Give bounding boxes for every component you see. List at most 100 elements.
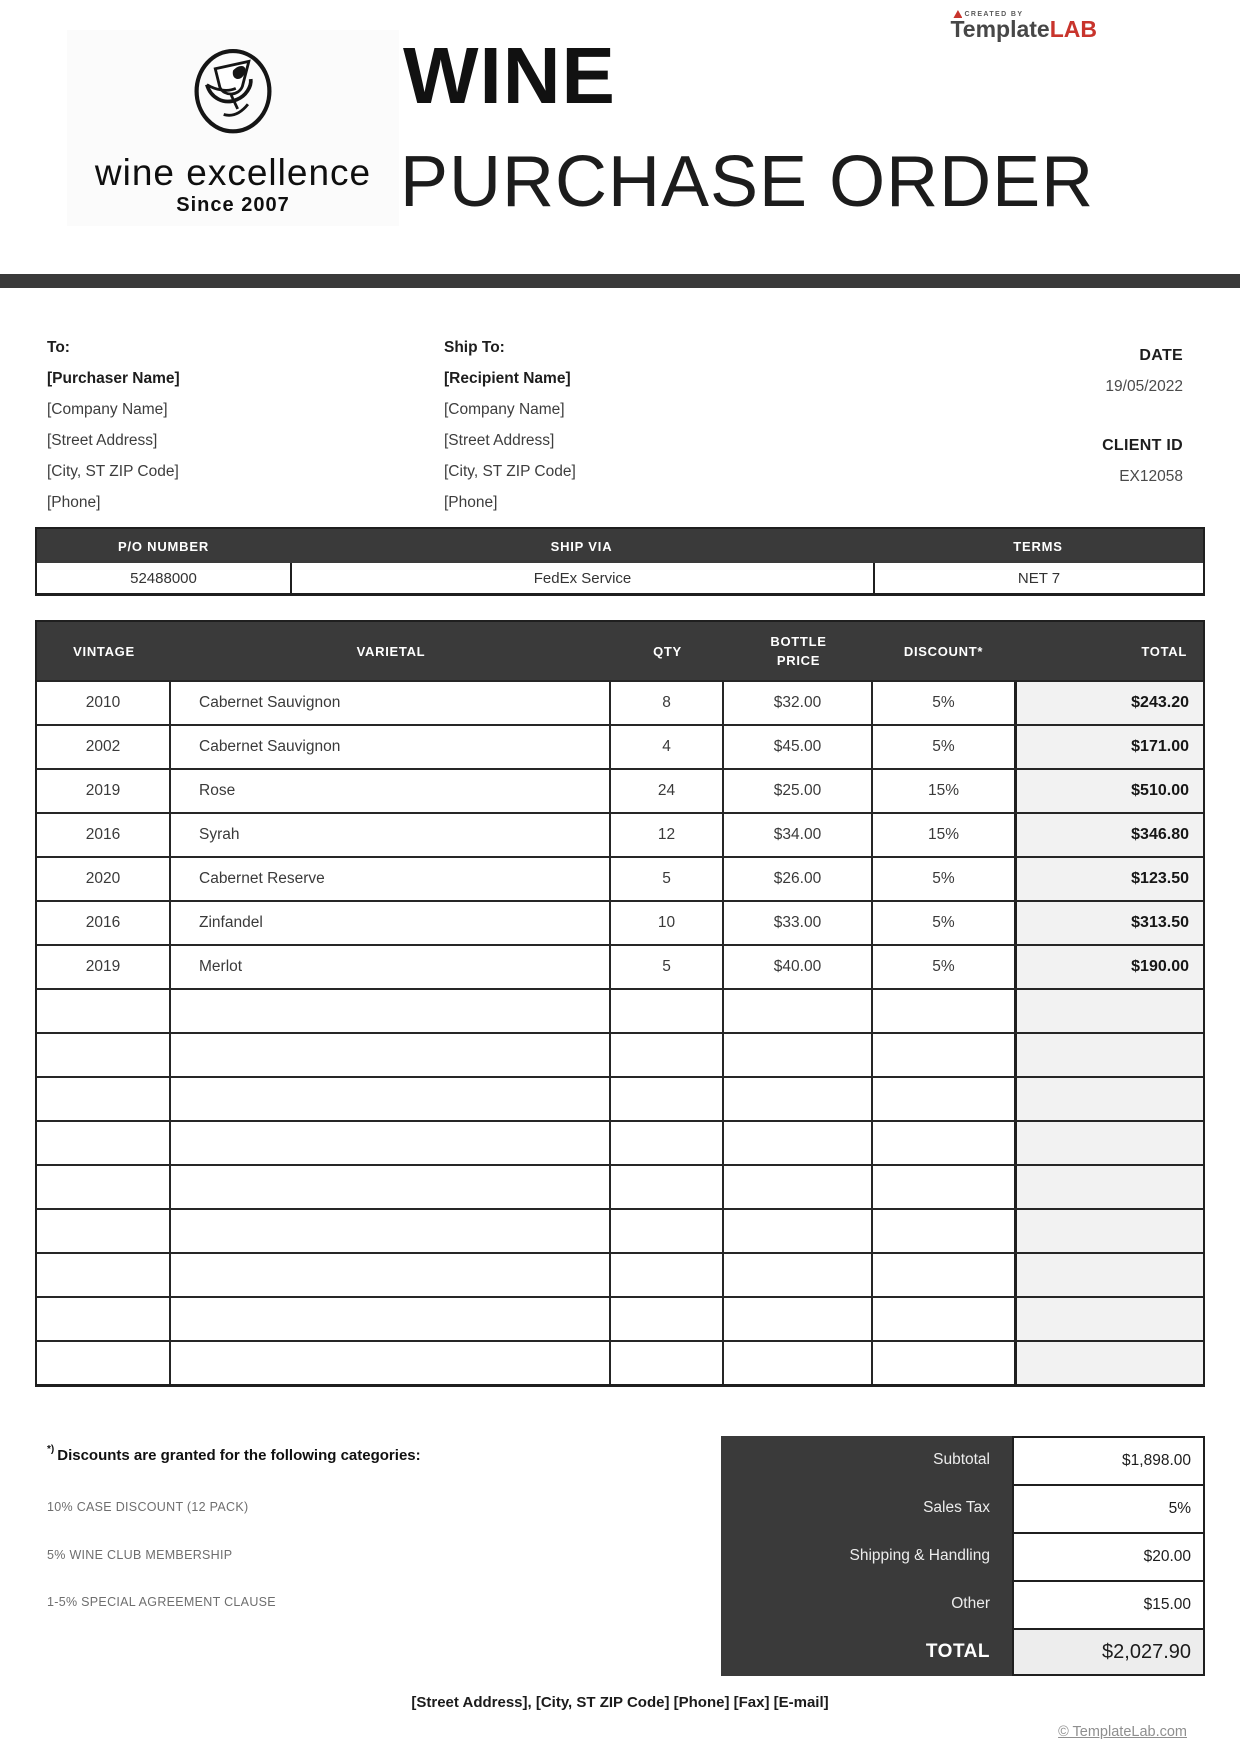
item-cell-total	[1014, 1210, 1203, 1252]
brand-name-accent: LAB	[1049, 16, 1097, 42]
po-info-table: P/O NUMBER SHIP VIA TERMS 52488000 FedEx Se…	[35, 527, 1205, 596]
item-cell-vintage	[37, 1122, 171, 1164]
items-header-total: TOTAL	[1014, 622, 1203, 680]
item-cell-discount: 5%	[932, 914, 955, 931]
item-cell-varietal	[171, 1298, 611, 1340]
purchaser-address-block: To: [Purchaser Name] [Company Name] [Str…	[47, 332, 180, 518]
item-cell-varietal	[171, 1078, 611, 1120]
item-cell-bottle-price: $45.00	[724, 726, 873, 768]
item-cell-discount	[873, 1254, 1014, 1296]
items-header-bottle-price: BOTTLE PRICE	[724, 622, 873, 680]
item-row: 2019 Rose 24 $25.00 15% $510.00	[37, 768, 1203, 812]
item-cell-varietal: Syrah	[171, 814, 611, 856]
purchaser-phone: [Phone]	[47, 494, 101, 511]
item-cell-qty: 5	[611, 858, 724, 900]
footer-address-line: [Street Address], [City, ST ZIP Code] [P…	[411, 1694, 829, 1711]
document-title-line2: PURCHASE ORDER	[400, 142, 1095, 222]
items-header-label: VARIETAL	[356, 643, 426, 659]
item-cell-varietal	[171, 1210, 611, 1252]
item-cell-varietal	[171, 1122, 611, 1164]
item-cell-bottle-price: $33.00	[724, 902, 873, 944]
po-header-p-o-number: P/O NUMBER	[117, 538, 210, 554]
item-cell-varietal	[171, 1342, 611, 1384]
item-cell-discount: 5%	[932, 958, 955, 975]
item-cell-vintage: 2019	[37, 770, 171, 812]
item-cell-qty	[611, 1078, 724, 1120]
item-cell-discount	[873, 1298, 1014, 1340]
recipient-company: [Company Name]	[444, 401, 565, 418]
item-cell-qty	[611, 1342, 724, 1384]
company-name: wine excellence	[94, 152, 372, 193]
client-id-value: EX12058	[1119, 467, 1183, 485]
item-cell-vintage: 2020	[37, 858, 171, 900]
purchaser-street: [Street Address]	[47, 432, 158, 449]
date-value: 19/05/2022	[1105, 378, 1183, 395]
recipient-phone: [Phone]	[444, 494, 498, 511]
totals-label-subtotal: Subtotal	[933, 1451, 990, 1468]
item-row-empty	[37, 1208, 1203, 1252]
item-cell-discount: 5%	[932, 870, 955, 887]
item-cell-varietal: Zinfandel	[171, 902, 611, 944]
document-title-line1: WINE	[403, 31, 616, 120]
recipient-address-block: Ship To: [Recipient Name] [Company Name]…	[444, 332, 576, 518]
item-cell-bottle-price	[724, 1298, 873, 1340]
templatelab-copyright-link[interactable]: © TemplateLab.com	[1058, 1724, 1187, 1740]
item-cell-bottle-price	[724, 1254, 873, 1296]
totals-label-other: Other	[951, 1595, 990, 1612]
asterisk-mark: *)	[47, 1444, 55, 1455]
item-cell-total	[1014, 1166, 1203, 1208]
item-cell-vintage: 2010	[37, 682, 171, 724]
ship-to-label: Ship To:	[444, 339, 505, 356]
item-cell-qty	[611, 1254, 724, 1296]
item-cell-total	[1014, 1078, 1203, 1120]
item-cell-discount	[873, 1122, 1014, 1164]
recipient-street: [Street Address]	[444, 432, 555, 449]
item-cell-discount: 5%	[932, 694, 955, 711]
discount-notes-heading: *) Discounts are granted for the followin…	[47, 1444, 421, 1464]
order-meta-block: DATE 19/05/2022 CLIENT ID EX12058	[1102, 348, 1183, 484]
item-row: 2002 Cabernet Sauvignon 4 $45.00 5% $171.00	[37, 724, 1203, 768]
item-cell-bottle-price	[724, 1034, 873, 1076]
item-cell-bottle-price	[724, 1122, 873, 1164]
items-header-varietal: VARIETAL	[171, 622, 611, 680]
item-cell-qty	[611, 1210, 724, 1252]
item-cell-total	[1014, 1122, 1203, 1164]
item-cell-bottle-price: $34.00	[724, 814, 873, 856]
item-cell-vintage	[37, 990, 171, 1032]
purchaser-company: [Company Name]	[47, 401, 168, 418]
item-cell-discount: 5%	[932, 738, 955, 755]
item-cell-total: $346.80	[1014, 814, 1203, 856]
totals-label-sales-tax: Sales Tax	[923, 1499, 990, 1516]
totals-value-total: $2,027.90	[1014, 1630, 1203, 1674]
item-cell-discount	[873, 990, 1014, 1032]
item-cell-vintage: 2002	[37, 726, 171, 768]
po-value-ship-via: FedEx Service	[290, 563, 873, 593]
header-divider-bar	[0, 274, 1240, 288]
discount-note: 10% CASE DISCOUNT (12 PACK)	[47, 1500, 249, 1514]
item-cell-total: $190.00	[1014, 946, 1203, 988]
item-cell-qty: 4	[611, 726, 724, 768]
item-cell-vintage	[37, 1166, 171, 1208]
purchaser-name: [Purchaser Name]	[47, 370, 180, 387]
item-row-empty	[37, 1252, 1203, 1296]
item-cell-qty: 12	[611, 814, 724, 856]
item-cell-qty: 24	[611, 770, 724, 812]
item-cell-total: $313.50	[1014, 902, 1203, 944]
item-row: 2016 Zinfandel 10 $33.00 5% $313.50	[37, 900, 1203, 944]
item-cell-discount: 15%	[927, 782, 960, 799]
recipient-name: [Recipient Name]	[444, 370, 571, 387]
item-cell-vintage	[37, 1034, 171, 1076]
item-cell-total	[1014, 1034, 1203, 1076]
item-cell-vintage	[37, 1078, 171, 1120]
templatelab-brand: CREATED BY TemplateLAB	[950, 10, 1097, 41]
totals-label-total: TOTAL	[925, 1641, 990, 1662]
item-cell-bottle-price: $32.00	[724, 682, 873, 724]
item-cell-varietal: Cabernet Reserve	[171, 858, 611, 900]
brand-created-by: CREATED BY	[964, 11, 1024, 18]
items-header-qty: QTY	[611, 622, 724, 680]
item-row-empty	[37, 1076, 1203, 1120]
item-cell-qty	[611, 1298, 724, 1340]
purchaser-city: [City, ST ZIP Code]	[47, 463, 179, 480]
brand-created-by-row: CREATED BY	[953, 10, 1097, 18]
totals-label-shipping-handling: Shipping & Handling	[849, 1547, 990, 1564]
